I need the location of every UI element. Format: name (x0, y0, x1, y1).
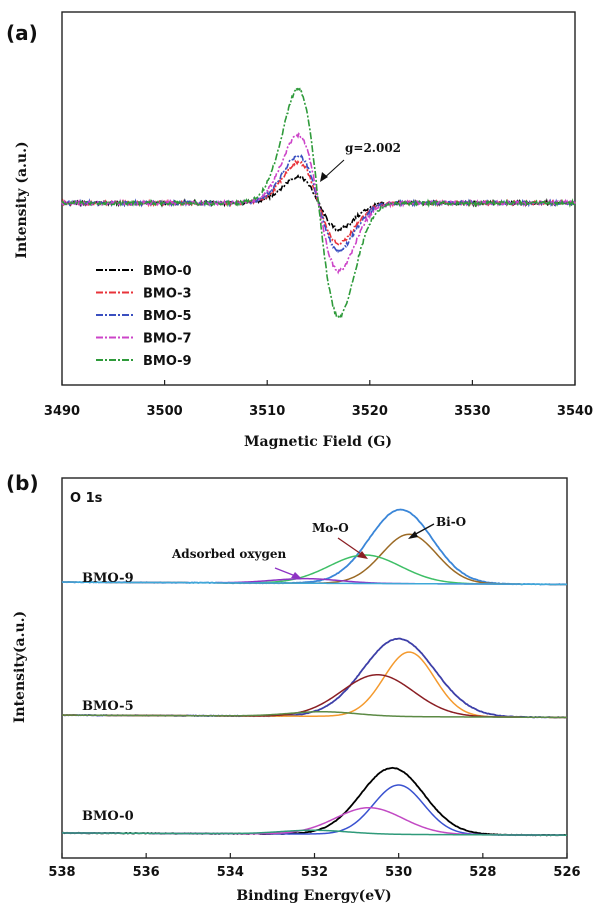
panel-a-letter: (a) (6, 21, 38, 45)
g-factor-annotation: g=2.002 (345, 141, 401, 155)
panel-a-x-tick-label: 3510 (249, 404, 285, 419)
panel-b-title: O 1s (70, 491, 103, 506)
panel-a-x-ticks: 3490 3500 3510 3520 3530 3540 (44, 380, 593, 419)
panel-a-frame (61, 11, 576, 386)
panel-b-x-tick-label: 538 (48, 865, 75, 880)
xps-bmo-5-envelope (61, 637, 568, 719)
panel-b-series (61, 508, 568, 837)
legend-label-bmo-5: BMO-5 (143, 309, 192, 324)
panel-b-letter: (b) (6, 471, 39, 495)
panel-b-x-tick-label: 528 (469, 865, 496, 880)
panel-b-label-bmo9: BMO-9 (82, 571, 134, 586)
xps-bmo-9-bi-o (61, 533, 568, 586)
legend-label-bmo-7: BMO-7 (143, 332, 192, 347)
panel-b-label-bmo5: BMO-5 (82, 699, 134, 714)
legend-label-bmo-0: BMO-0 (143, 264, 192, 279)
panel-a-epr-chart: 3490 3500 3510 3520 3530 3540 BMO-0 BMO-3 BMO-5… (14, 11, 593, 450)
panel-b-x-tick-label: 534 (217, 865, 244, 880)
panel-a-x-axis-title: Magnetic Field (G) (244, 434, 392, 450)
xps-bmo-0-adsorbed-oxygen (61, 829, 568, 836)
xps-bmo-0-envelope (61, 766, 568, 837)
xps-bmo-9-mo-o (61, 554, 568, 586)
epr-series-bmo-7 (61, 132, 576, 275)
panel-a-y-axis-title: Intensity (a.u.) (14, 141, 30, 258)
panel-b-xps-chart: O 1s 538 536 534 532 530 528 526 BMO-9 BMO-5 B… (12, 477, 581, 904)
panel-b-frame (61, 477, 568, 859)
g-factor-arrowhead (320, 172, 328, 182)
panel-a-x-tick-label: 3500 (147, 404, 183, 419)
annotation-bi-o: Bi-O (436, 515, 466, 529)
panel-a-x-tick-label: 3490 (44, 404, 80, 419)
xps-bmo-5-adsorbed-oxygen (61, 710, 568, 719)
panel-b-x-tick-label: 530 (385, 865, 412, 880)
epr-series-bmo-9 (61, 86, 576, 320)
annotation-mo-o: Mo-O (312, 521, 349, 535)
panel-b-x-axis-title: Binding Energy(eV) (236, 888, 391, 904)
panel-a-legend: BMO-0 BMO-3 BMO-5 BMO-7 BMO-9 (96, 264, 192, 369)
panel-a-x-tick-label: 3540 (557, 404, 593, 419)
panel-a-x-tick-label: 3530 (454, 404, 490, 419)
arrowhead-adsorbed-oxygen (291, 572, 302, 579)
panel-b-label-bmo0: BMO-0 (82, 809, 134, 824)
arrow-mo-o (337, 537, 365, 557)
panel-b-x-tick-label: 532 (301, 865, 328, 880)
panel-a-series (61, 86, 576, 320)
xps-bmo-9-baseline (61, 581, 568, 586)
panel-b-x-tick-label: 536 (133, 865, 160, 880)
panel-b-x-tick-label: 526 (553, 865, 580, 880)
legend-label-bmo-9: BMO-9 (143, 354, 192, 369)
arrowhead-bi-o (408, 531, 418, 539)
panel-a-x-tick-label: 3520 (352, 404, 388, 419)
annotation-adsorbed-oxygen: Adsorbed oxygen (171, 547, 287, 561)
legend-label-bmo-3: BMO-3 (143, 287, 192, 302)
arrowhead-mo-o (357, 551, 368, 559)
panel-b-y-axis-title: Intensity(a.u.) (12, 611, 28, 723)
panel-b-x-ticks: 538 536 534 532 530 528 526 (48, 853, 581, 880)
